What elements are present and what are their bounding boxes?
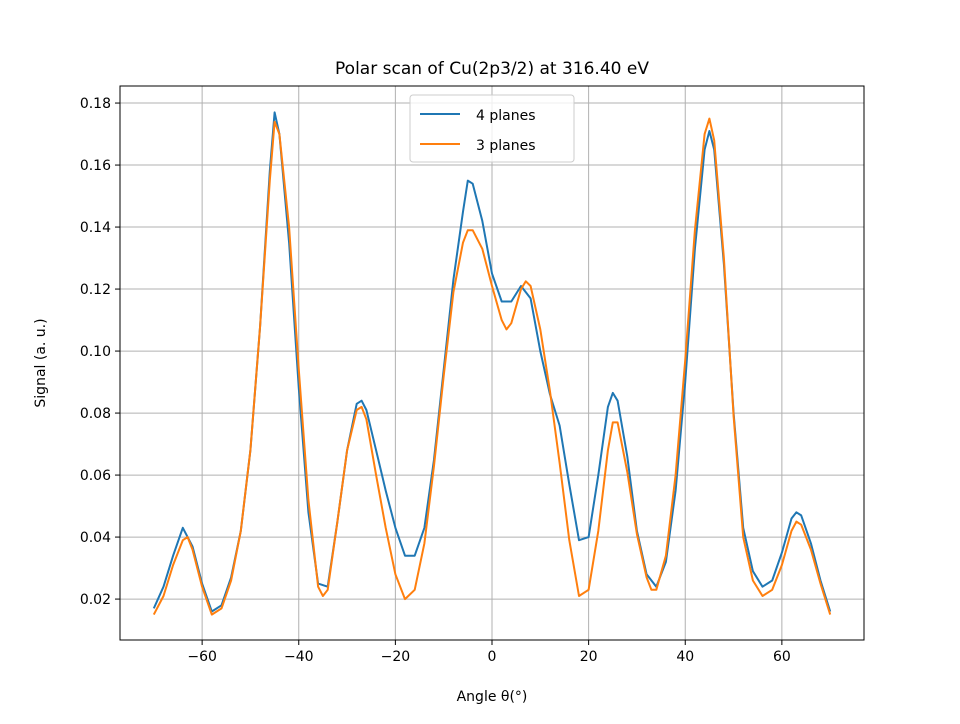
y-axis-ticks: 0.02 0.04 0.06 0.08 0.10 0.12 0.14 0.16 0.18 (80, 96, 120, 608)
series-lines (152, 111, 832, 616)
y-tick-label: 0.18 (80, 96, 111, 112)
series-line-3-planes (152, 117, 832, 616)
y-tick-label: 0.08 (80, 406, 111, 422)
x-tick-label: 0 (488, 649, 497, 665)
grid-lines (120, 86, 864, 640)
y-tick-label: 0.06 (80, 468, 111, 484)
legend-label-3-planes: 3 planes (476, 138, 536, 154)
y-tick-label: 0.16 (80, 158, 111, 174)
x-tick-label: 20 (580, 649, 598, 665)
y-tick-label: 0.14 (80, 220, 111, 236)
x-tick-label: −20 (381, 649, 411, 665)
y-tick-label: 0.12 (80, 282, 111, 298)
y-tick-label: 0.02 (80, 592, 111, 608)
legend-box (409, 94, 575, 163)
y-tick-label: 0.10 (80, 344, 111, 360)
x-tick-label: 60 (773, 649, 791, 665)
x-axis-label: Angle θ(°) (457, 689, 528, 705)
x-tick-label: 40 (676, 649, 694, 665)
x-tick-label: −60 (187, 649, 217, 665)
x-tick-label: −40 (284, 649, 314, 665)
legend-label-4-planes: 4 planes (476, 108, 536, 124)
x-axis-ticks: −60 −40 −20 0 20 40 60 (187, 640, 791, 665)
y-tick-label: 0.04 (80, 530, 111, 546)
legend: 4 planes 3 planes (409, 94, 575, 163)
chart-title: Polar scan of Cu(2p3/2) at 316.40 eV (335, 59, 649, 79)
y-axis-label: Signal (a. u.) (33, 318, 49, 407)
